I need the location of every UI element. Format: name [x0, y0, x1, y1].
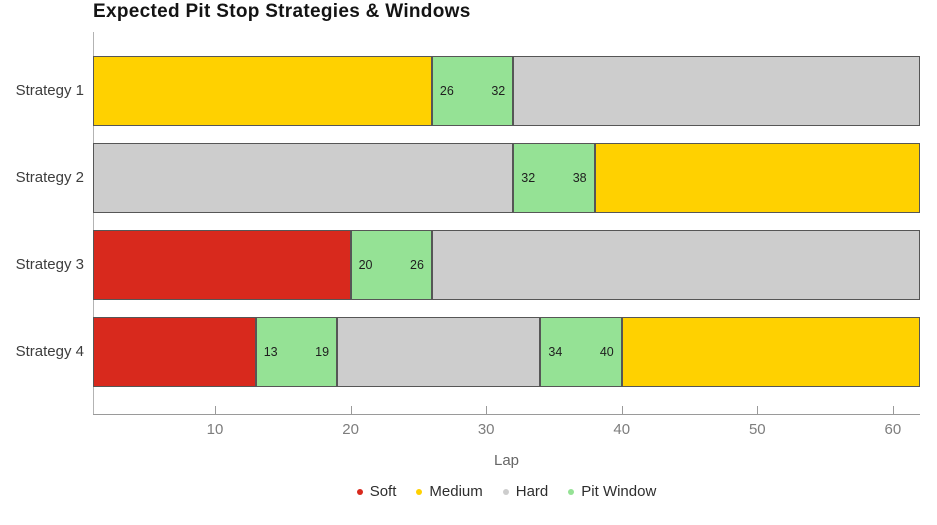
category-label: Strategy 1	[15, 82, 84, 99]
legend-item-hard[interactable]: Hard	[502, 483, 549, 500]
bar-segment-hard	[93, 143, 514, 213]
tick-label: 20	[342, 421, 359, 438]
bar-segment-pit-window: 20 26	[350, 230, 432, 300]
bar-segment-pit-window: 13 19	[255, 317, 338, 387]
tick-mark	[892, 406, 894, 414]
tick-label: 50	[748, 421, 766, 438]
strategy-bar: 32 38	[93, 143, 920, 213]
pit-window-start-label: 32	[521, 171, 536, 185]
bar-segment-pit-window: 26 32	[431, 56, 514, 126]
tick-label: 60	[884, 421, 902, 438]
legend-dot-icon	[356, 488, 363, 495]
tick-label: 10	[206, 421, 224, 438]
legend: Soft Medium Hard Pit Window	[93, 483, 920, 500]
pit-window-end-label: 26	[410, 258, 424, 272]
strategy-bar: 26 32	[93, 56, 920, 126]
y-axis-line	[93, 32, 94, 415]
legend-item-pit-window[interactable]: Pit Window	[568, 483, 656, 500]
legend-dot-icon	[568, 488, 575, 495]
tick-label: 40	[613, 421, 631, 438]
tick-mark	[757, 406, 759, 414]
tick-mark	[621, 406, 623, 414]
bar-segment-medium	[594, 143, 920, 213]
category-label: Strategy 2	[15, 169, 84, 186]
bar-segment-pit-window: 32 38	[513, 143, 595, 213]
x-axis-title: Lap	[493, 452, 520, 469]
legend-label: Medium	[429, 483, 483, 500]
legend-item-medium[interactable]: Medium	[416, 483, 483, 500]
pit-window-end-label: 19	[315, 345, 330, 359]
legend-dot-icon	[502, 488, 509, 495]
tick-mark	[350, 406, 352, 414]
bar-segment-medium	[93, 56, 432, 126]
pit-window-end-label: 32	[491, 84, 506, 98]
legend-label: Soft	[369, 483, 397, 500]
strategy-bar: 20 26	[93, 230, 920, 300]
tick-mark	[486, 406, 488, 414]
bar-segment-medium	[621, 317, 920, 387]
tick-mark	[215, 406, 217, 414]
bar-segment-hard	[431, 230, 920, 300]
pit-window-start-label: 13	[263, 345, 278, 359]
pit-window-start-label: 20	[358, 258, 373, 272]
legend-label: Pit Window	[581, 483, 657, 500]
bar-segment-pit-window: 34 40	[540, 317, 622, 387]
pit-window-start-label: 26	[439, 84, 454, 98]
legend-item-soft[interactable]: Soft	[356, 483, 397, 500]
pit-window-end-label: 38	[572, 171, 587, 185]
bar-segment-soft	[93, 230, 351, 300]
plot-area: 26 32 32 38 20 26 13 19 34 40	[93, 30, 920, 415]
category-label: Strategy 4	[15, 343, 84, 360]
bar-segment-hard	[513, 56, 920, 126]
strategy-bar: 13 19 34 40	[93, 317, 920, 387]
legend-dot-icon	[416, 488, 423, 495]
pit-window-start-label: 34	[548, 345, 563, 359]
bar-segment-hard	[337, 317, 541, 387]
pit-window-end-label: 40	[599, 345, 614, 359]
chart-title: Expected Pit Stop Strategies & Windows	[93, 1, 471, 22]
tick-label: 30	[477, 421, 495, 438]
legend-label: Hard	[515, 483, 549, 500]
x-axis-line	[93, 414, 920, 415]
category-label: Strategy 3	[15, 256, 84, 273]
bar-segment-soft	[93, 317, 256, 387]
